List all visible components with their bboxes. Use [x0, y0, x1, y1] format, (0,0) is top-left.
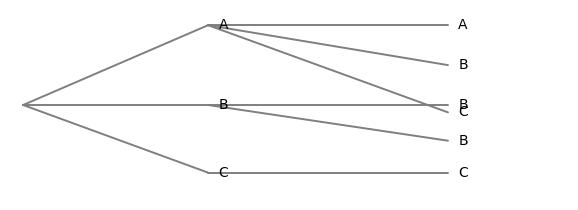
Text: C: C	[458, 105, 468, 119]
Text: A: A	[218, 18, 228, 32]
Text: B: B	[218, 98, 228, 112]
Text: B: B	[458, 134, 468, 148]
Text: C: C	[218, 166, 228, 180]
Text: B: B	[458, 98, 468, 112]
Text: B: B	[458, 58, 468, 72]
Text: A: A	[458, 18, 468, 32]
Text: C: C	[458, 166, 468, 180]
